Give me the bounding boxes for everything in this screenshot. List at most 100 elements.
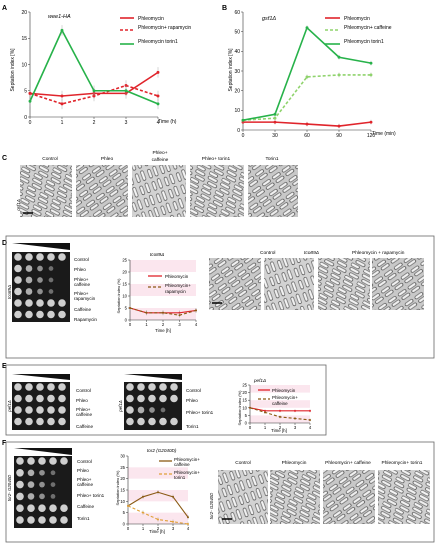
data-point bbox=[279, 409, 281, 412]
spot-e2-label-4: Torin1 bbox=[186, 424, 199, 429]
spot-f-label-3b: caffeine bbox=[77, 482, 93, 487]
y-tick-label: 50 bbox=[234, 29, 240, 35]
data-point bbox=[305, 75, 309, 79]
panel-d-micro-label-2: Phleomycin + rapamycin bbox=[352, 250, 405, 256]
legend-a-2: Phleomycin+ rapamycin bbox=[138, 25, 191, 31]
micrograph-f-3 bbox=[323, 470, 375, 524]
panel-e-right-strain: pef1Δ bbox=[118, 400, 123, 413]
y-tick-label: 10 bbox=[21, 62, 27, 68]
chart-b-strain: gsf1Δ bbox=[262, 16, 276, 22]
panel-f-spots: tor2- G2040D Control Phleo Phleo+ caffei… bbox=[7, 448, 105, 528]
y-tick-label: 10 bbox=[120, 499, 125, 504]
legend-d-1: Phleomycin bbox=[165, 274, 189, 279]
y-tick-label: 0 bbox=[125, 317, 128, 322]
panel-f-micro-label-4: Phleomycin+ torin1 bbox=[382, 460, 423, 466]
panel-label-d: D bbox=[2, 240, 7, 247]
x-tick-label: 3 bbox=[172, 526, 175, 531]
spot-e1-label-2: Phleo bbox=[76, 398, 88, 403]
spot-e1-label-4: Caffeine bbox=[76, 424, 93, 429]
colony-spot bbox=[58, 383, 66, 391]
colony-spot bbox=[47, 417, 55, 426]
panel-e-box bbox=[5, 364, 327, 436]
panel-d-box bbox=[5, 235, 435, 359]
panel-label-f: F bbox=[2, 440, 7, 447]
spot-e1-label-1: Control bbox=[76, 388, 91, 393]
data-point bbox=[142, 495, 144, 498]
colony-spot bbox=[25, 265, 33, 272]
x-tick-label: 2 bbox=[157, 526, 160, 531]
chart-e-legend: Phleomycin Phleomycin+ caffeine bbox=[258, 388, 298, 406]
chart-d-title: tco89Δ bbox=[150, 252, 164, 257]
data-point bbox=[369, 61, 373, 65]
chart-d-legend: Phleomycin Phleomycin+ rapamycin bbox=[148, 274, 191, 294]
micrograph-c-1 bbox=[20, 165, 72, 217]
chart-a: 0 5 10 15 20 0 1 2 3 4 bbox=[21, 10, 159, 126]
colony-spot bbox=[49, 516, 57, 524]
colony-spot bbox=[160, 407, 166, 413]
colony-spot bbox=[14, 276, 22, 284]
colony-spot bbox=[38, 516, 46, 524]
data-point bbox=[273, 116, 277, 120]
colony-spot bbox=[47, 406, 55, 414]
panel-e-left-strain: pef1Δ bbox=[7, 400, 12, 413]
chart-a-ylabel: Septation index [%] bbox=[10, 48, 16, 92]
colony-spot bbox=[36, 394, 44, 403]
data-point bbox=[162, 311, 164, 314]
x-tick-label: 60 bbox=[304, 133, 310, 139]
panel-c-label-4: Phleo+ torin1 bbox=[202, 156, 231, 162]
data-point bbox=[60, 102, 64, 106]
y-tick-label: 0 bbox=[123, 521, 126, 526]
data-point bbox=[294, 409, 296, 412]
data-point bbox=[28, 99, 32, 103]
plot-band bbox=[128, 467, 188, 479]
series-line-2 bbox=[242, 74, 371, 121]
spot-f-label-4: Phleo+ torin1 bbox=[77, 493, 105, 498]
legend-a-1: Phleomycin bbox=[138, 16, 164, 22]
micrograph-f-4 bbox=[378, 470, 430, 524]
colony-spot bbox=[148, 394, 156, 403]
legend-f-2b: torin1 bbox=[174, 475, 186, 480]
data-point bbox=[60, 28, 64, 32]
spot-d-label-2: Phleo bbox=[74, 267, 86, 272]
chart-a-xlabel: Time (h) bbox=[158, 119, 177, 125]
colony-spot bbox=[25, 253, 33, 261]
colony-spot bbox=[25, 299, 33, 307]
colony-spot bbox=[36, 310, 44, 319]
colony-spot bbox=[159, 417, 167, 426]
data-point bbox=[264, 411, 266, 414]
y-tick-label: 0 bbox=[245, 420, 248, 425]
spot-f-label-1: Control bbox=[77, 459, 92, 464]
y-tick-label: 25 bbox=[242, 382, 247, 387]
x-tick-label: 0 bbox=[127, 526, 130, 531]
colony-spot bbox=[39, 481, 45, 488]
colony-spot bbox=[14, 299, 22, 307]
data-point bbox=[369, 73, 373, 77]
panel-label-b: B bbox=[222, 5, 227, 12]
colony-spot bbox=[16, 504, 24, 512]
chart-e: 0 5 10 15 20 25 0 1 2 3 4 bbox=[242, 382, 312, 430]
colony-spot bbox=[58, 406, 66, 414]
chart-d-ylabel: Septation index (%) bbox=[116, 278, 121, 314]
micrograph-d-1 bbox=[209, 258, 261, 310]
colony-spot bbox=[36, 253, 44, 261]
colony-spot bbox=[58, 299, 66, 307]
colony-spot bbox=[14, 383, 22, 391]
legend-f-1b: caffeine bbox=[174, 462, 190, 467]
x-tick-label: 2 bbox=[162, 322, 165, 327]
micrograph-d-3 bbox=[318, 258, 370, 310]
colony-spot bbox=[14, 394, 22, 403]
data-point bbox=[273, 112, 277, 116]
chart-f-xlabel: Time [h] bbox=[149, 529, 165, 534]
colony-spot bbox=[58, 310, 66, 319]
x-tick-label: 90 bbox=[336, 133, 342, 139]
spot-e2-label-3: Phleo+ torin1 bbox=[186, 410, 214, 415]
chart-f-legend: Phleomycin+ caffeine Phleomycin+ torin1 bbox=[159, 457, 200, 480]
spot-d-label-4a: Phleo+ bbox=[74, 291, 89, 296]
data-point bbox=[172, 520, 174, 523]
panel-f-strain: tor2- G2040D bbox=[7, 474, 12, 501]
data-point bbox=[172, 495, 174, 498]
chart-b-ylabel: Septation index [%] bbox=[228, 48, 234, 92]
colony-spot bbox=[36, 406, 44, 414]
x-tick-label: 0 bbox=[129, 322, 132, 327]
